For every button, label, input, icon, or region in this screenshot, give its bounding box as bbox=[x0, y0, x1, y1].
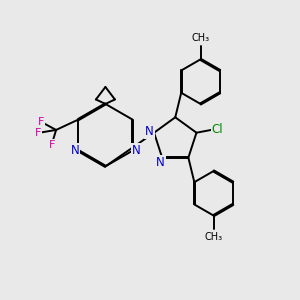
Text: N: N bbox=[156, 156, 165, 169]
Text: N: N bbox=[145, 125, 154, 138]
Text: N: N bbox=[132, 144, 140, 157]
Text: N: N bbox=[70, 144, 79, 157]
Text: Cl: Cl bbox=[212, 123, 223, 136]
Text: CH₃: CH₃ bbox=[205, 232, 223, 242]
Text: F: F bbox=[35, 128, 41, 138]
Text: F: F bbox=[38, 117, 44, 127]
Text: F: F bbox=[49, 140, 55, 150]
Text: CH₃: CH₃ bbox=[191, 33, 210, 43]
